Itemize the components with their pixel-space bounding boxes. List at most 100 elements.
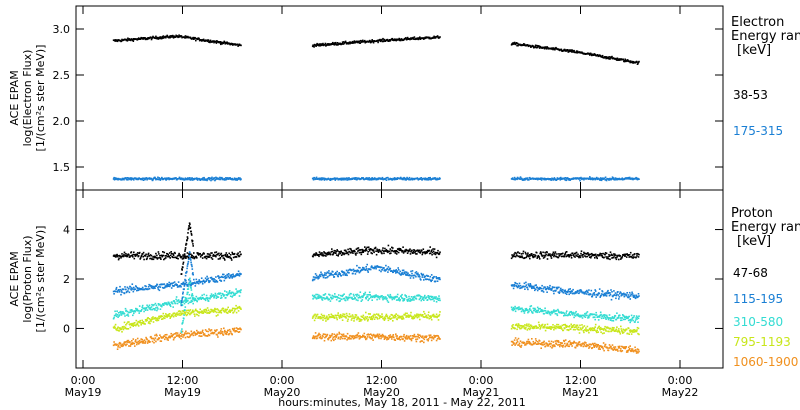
data-point	[203, 253, 205, 255]
data-point	[636, 61, 638, 63]
data-point	[133, 324, 136, 326]
data-point	[594, 289, 596, 291]
data-point	[338, 317, 341, 319]
data-point	[238, 305, 241, 308]
data-point	[371, 252, 373, 255]
data-point	[317, 295, 319, 298]
data-point	[617, 294, 620, 296]
data-point	[348, 272, 350, 274]
data-point	[590, 289, 593, 292]
data-point	[171, 34, 174, 37]
data-point	[398, 39, 401, 42]
data-point	[169, 303, 171, 306]
data-point	[204, 311, 207, 314]
data-point	[221, 43, 224, 45]
data-point	[392, 320, 394, 322]
data-point	[334, 177, 336, 179]
data-point	[164, 286, 166, 289]
data-point	[134, 310, 137, 313]
data-point	[580, 252, 582, 255]
data-point	[121, 343, 124, 346]
data-point	[584, 316, 587, 318]
data-point	[342, 313, 344, 315]
data-point	[631, 291, 633, 294]
data-point	[615, 57, 617, 60]
data-point	[390, 318, 392, 320]
data-point	[557, 308, 559, 311]
data-point	[607, 327, 610, 329]
data-point	[513, 308, 516, 311]
data-point	[636, 178, 639, 181]
data-point	[189, 335, 191, 338]
data-point	[434, 177, 436, 179]
proton-ytick-label: 2	[63, 273, 70, 286]
data-point	[378, 266, 380, 268]
data-point	[171, 35, 173, 38]
data-point	[552, 290, 555, 292]
data-point	[532, 287, 534, 289]
data-point	[314, 317, 317, 319]
data-point	[434, 253, 437, 256]
data-point	[424, 252, 427, 255]
data-point	[150, 318, 153, 321]
data-point	[528, 308, 531, 311]
data-point	[202, 177, 204, 179]
data-point	[396, 293, 399, 296]
data-point	[360, 320, 362, 322]
data-point	[552, 251, 555, 254]
data-point	[163, 251, 166, 254]
data-point	[135, 307, 137, 310]
data-point	[378, 269, 381, 272]
data-point	[130, 342, 133, 344]
data-point	[525, 253, 527, 255]
data-point	[181, 310, 184, 312]
data-point	[578, 332, 581, 334]
data-point	[517, 284, 520, 287]
data-point	[223, 295, 225, 297]
data-point	[190, 312, 192, 315]
data-point	[548, 311, 550, 313]
data-point	[322, 276, 325, 279]
data-point	[579, 291, 581, 293]
data-point	[359, 42, 362, 44]
data-point	[198, 335, 200, 337]
data-point	[149, 308, 151, 310]
data-point	[554, 312, 557, 315]
data-point	[147, 322, 150, 324]
data-point	[561, 291, 564, 293]
data-point	[341, 41, 344, 43]
data-point	[200, 297, 203, 300]
data-point	[595, 311, 597, 314]
data-point	[406, 312, 408, 315]
data-point	[225, 309, 228, 311]
data-point	[390, 252, 392, 254]
data-point	[320, 254, 323, 256]
data-point	[144, 285, 146, 287]
data-point	[400, 315, 402, 318]
data-point	[562, 311, 565, 314]
data-point	[614, 292, 617, 294]
data-point	[121, 311, 123, 313]
data-point	[145, 306, 148, 309]
data-point	[370, 177, 372, 180]
data-point	[616, 293, 618, 295]
data-point	[197, 282, 200, 285]
data-point	[217, 336, 219, 338]
data-point	[229, 257, 231, 259]
data-point	[612, 320, 615, 322]
data-point	[563, 292, 565, 294]
data-point	[210, 308, 213, 311]
data-point	[180, 35, 183, 37]
data-point	[412, 274, 414, 277]
data-point	[157, 317, 159, 319]
series-proton-115-195	[112, 263, 640, 301]
data-point	[389, 178, 391, 181]
data-point	[432, 297, 435, 300]
data-point	[422, 298, 424, 300]
data-point	[395, 295, 397, 298]
data-point	[525, 324, 528, 327]
data-point	[377, 251, 380, 253]
data-point	[343, 297, 346, 300]
data-point	[226, 255, 229, 258]
data-point	[409, 38, 412, 40]
